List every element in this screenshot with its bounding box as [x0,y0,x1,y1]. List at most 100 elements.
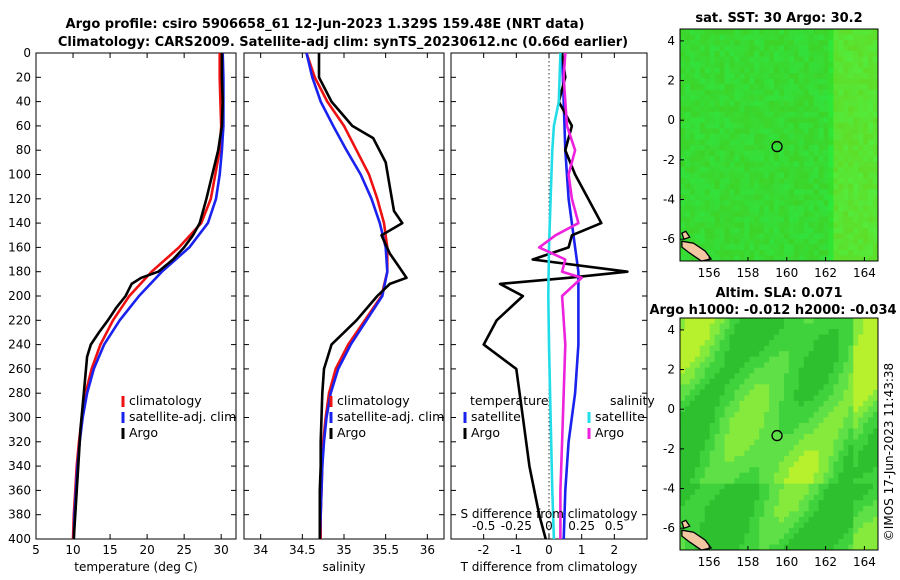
sla-map-ytick-label: 4 [667,323,675,337]
difference-legend-label: satellite [595,409,645,424]
sst-map-xtick-label: 164 [853,266,876,280]
difference-xlabel: T difference from climatology [460,560,638,574]
salinity-legend-label: Argo [337,425,366,440]
sst-map-ytick-label: -4 [663,193,675,207]
temperature-xtick-label: 20 [139,543,154,557]
temperature-axes-box [35,52,237,540]
temperature-ytick-label: 100 [8,168,31,182]
temperature-xtick-label: 15 [102,543,117,557]
difference-series-s-satellite [547,52,562,540]
difference-xtick-label: 2 [611,543,619,557]
difference-xtick2-label: 0.25 [568,519,595,533]
sst-map-ytick-label: -2 [663,153,675,167]
sst-map-field [680,29,879,262]
salinity-xtick-label: 35 [336,543,351,557]
temperature-legend-label: satellite-adj. clim [129,409,236,424]
difference-legend-header-temperature: temperature [470,393,549,408]
sla-map-ytick-label: -6 [663,521,675,535]
salinity-series-argo [317,53,408,539]
sla-map-xtick-label: 160 [775,555,798,569]
salinity-xtick-label: 34 [253,543,268,557]
salinity-panel: 34 34.5 35 35.5 36 salinity climatologysatelli… [243,52,445,574]
difference-xtick2-label: 0.5 [605,519,624,533]
sst-map-xtick-label: 160 [775,266,798,280]
sst-map-ytick-label: -6 [663,232,675,246]
temperature-ytick-label: 120 [8,192,31,206]
sst-map-xtick-label: 156 [698,266,721,280]
sst-map-ytick-label: 4 [667,34,675,48]
sst-map-axes-box [679,28,879,262]
sst-map-panel: sat. SST: 30 Argo: 30.2 156 158 160 162 164 4 2… [663,11,879,280]
temperature-ytick-label: 40 [16,95,31,109]
temperature-ytick-label: 300 [8,411,31,425]
temperature-xtick-label: 10 [65,543,80,557]
sla-map-land [681,529,713,551]
temperature-ytick-label: 400 [8,532,31,546]
temperature-series-argo [72,53,224,540]
temperature-ytick-label: 260 [8,362,31,376]
sla-map-ytick-label: -2 [663,442,675,456]
difference-xtick-label: 1 [578,543,586,557]
difference-xlabel2: S difference from climatology [461,507,638,521]
difference-xtick-label: -2 [478,543,490,557]
sla-map-title: Altim. SLA: 0.071 [716,286,843,301]
sla-map-xtick-label: 156 [698,555,721,569]
sla-map-subtitle: Argo h1000: -0.012 h2000: -0.034 [649,303,896,318]
temperature-ytick-label: 240 [8,338,31,352]
figure-title-line1: Argo profile: csiro 5906658_61 12-Jun-20… [66,17,585,32]
temperature-xtick-label: 5 [32,543,40,557]
salinity-xlabel: salinity [322,560,365,574]
difference-xtick2-label: -0.25 [501,519,532,533]
difference-legend-label: Argo [595,425,624,440]
sla-map-argo-marker [771,429,783,442]
difference-legend-header-salinity: salinity [610,393,655,408]
temperature-ytick-label: 0 [23,46,31,60]
difference-legend-label: Argo [471,425,500,440]
sla-map-xtick-label: 158 [736,555,759,569]
difference-series-t-argo [482,52,629,540]
salinity-legend-label: climatology [337,393,410,408]
sst-map-ytick-label: 0 [667,113,675,127]
sla-map-ytick-label: -4 [663,482,675,496]
sla-map-field [680,318,879,551]
temperature-legend-label: Argo [129,425,158,440]
difference-panel: -2 -1 0 1 2 T difference from climatology -0.5… [450,52,655,574]
sla-map-land [681,519,691,530]
salinity-xtick-label: 36 [420,543,435,557]
imos-watermark: ©IMOS 17-Jun-2023 11:43:38 [882,363,896,541]
sla-map-axes-box [679,317,879,551]
temperature-ytick-label: 380 [8,508,31,522]
sla-map-ytick-label: 0 [667,402,675,416]
difference-xtick2-label: -0.5 [472,519,495,533]
temperature-xtick-label: 25 [177,543,192,557]
sst-map-ytick-label: 2 [667,74,675,88]
salinity-axes-box [243,52,445,540]
difference-series-t-satellite [560,52,580,540]
temperature-xlabel: temperature (deg C) [74,560,197,574]
salinity-xtick-label: 35.5 [372,543,399,557]
temperature-ytick-label: 220 [8,313,31,327]
temperature-ytick-label: 360 [8,483,31,497]
temperature-xtick-label: 30 [214,543,229,557]
figure-title-line2: Climatology: CARS2009. Satellite-adj cli… [58,35,628,50]
temperature-ytick-label: 280 [8,386,31,400]
sst-map-land [681,240,713,262]
sst-map-xtick-label: 158 [736,266,759,280]
difference-xtick2-label: 0 [545,519,553,533]
sla-map-xtick-label: 164 [853,555,876,569]
temperature-ytick-label: 180 [8,265,31,279]
temperature-ytick-label: 160 [8,240,31,254]
sst-map-argo-marker [771,140,783,153]
temperature-ytick-label: 60 [16,119,31,133]
temperature-ytick-label: 80 [16,143,31,157]
temperature-legend-label: climatology [129,393,202,408]
sst-map-title: sat. SST: 30 Argo: 30.2 [695,11,862,26]
salinity-legend-label: satellite-adj. clim [337,409,444,424]
salinity-xtick-label: 34.5 [289,543,316,557]
temperature-panel: 5 10 15 20 25 3002040608010012014016018020022… [8,46,237,574]
temperature-ytick-label: 200 [8,289,31,303]
difference-legend-label: satellite [471,409,521,424]
difference-series-s-argo [537,52,583,539]
sla-map-panel: Altim. SLA: 0.071 Argo h1000: -0.012 h200… [649,286,896,569]
